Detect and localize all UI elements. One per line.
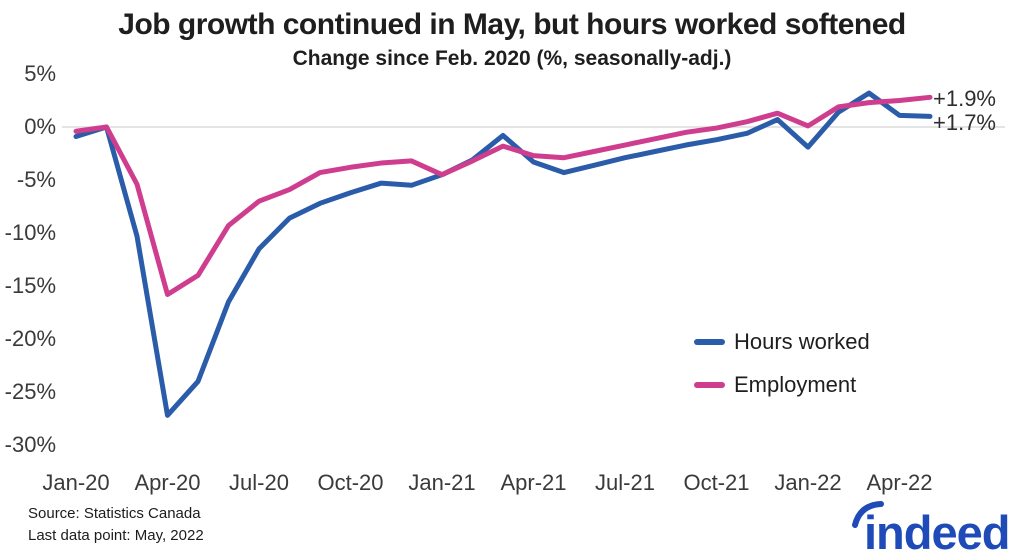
x-tick-label: Oct-20 <box>317 470 384 495</box>
legend-label: Employment <box>734 372 857 397</box>
y-tick-label: -20% <box>4 326 56 351</box>
y-tick-label: -5% <box>16 167 56 192</box>
x-tick-label: Jan-21 <box>408 470 476 495</box>
y-tick-label: -10% <box>4 220 56 245</box>
chart-title: Job growth continued in May, but hours w… <box>118 8 906 41</box>
y-tick-label: 0% <box>24 114 56 139</box>
chart-subtitle: Change since Feb. 2020 (%, seasonally-ad… <box>292 47 732 70</box>
y-tick-label: -30% <box>4 432 56 457</box>
hours-worked-swatch <box>694 339 725 345</box>
y-tick-label: -25% <box>4 379 56 404</box>
legend-item-employment: Employment <box>694 372 870 398</box>
y-tick-label: 5% <box>24 61 56 86</box>
employment-swatch <box>694 382 725 388</box>
source-line: Source: Statistics Canada <box>28 505 201 522</box>
source-note: Source: Statistics Canada Last data poin… <box>28 503 204 547</box>
x-tick-label: Apr-22 <box>866 470 933 495</box>
employment-line <box>73 94 933 297</box>
hours-worked-end-value-label: +1.7% <box>933 110 996 135</box>
x-tick-label: Apr-21 <box>500 470 567 495</box>
indeed-logo: indeed <box>852 501 1010 558</box>
x-tick-label: Jul-21 <box>595 470 655 495</box>
x-tick-label: Apr-20 <box>134 470 201 495</box>
legend-item-hours-worked: Hours worked <box>694 329 870 355</box>
last-data-point-line: Last data point: May, 2022 <box>28 527 204 544</box>
y-tick-label: -15% <box>4 273 56 298</box>
x-tick-label: Jan-20 <box>42 470 110 495</box>
x-tick-label: Oct-21 <box>683 470 750 495</box>
x-tick-label: Jan-22 <box>774 470 842 495</box>
indeed-logo-text: indeed <box>864 506 1009 558</box>
indeed-swoosh-icon <box>852 501 884 528</box>
x-tick-label: Jul-20 <box>229 470 289 495</box>
employment-end-value-label: +1.9% <box>933 86 996 111</box>
legend: Hours worked Employment <box>694 329 870 415</box>
legend-label: Hours worked <box>734 329 870 354</box>
